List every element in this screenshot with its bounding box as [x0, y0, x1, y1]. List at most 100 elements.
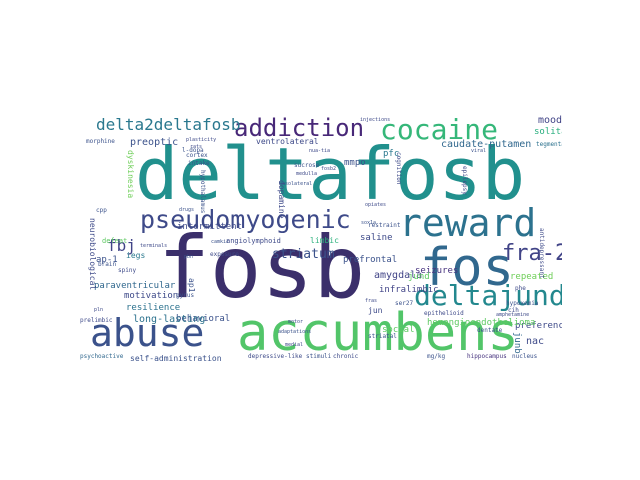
word-defeat: defeat [102, 237, 128, 245]
word-infralimbic: infralimbic [379, 285, 439, 295]
word-plasticity: plasticity [186, 137, 217, 143]
word-reward: reward [399, 201, 537, 245]
word-long-lasting: long-lasting [133, 314, 206, 325]
word-mmpo: mmpo [344, 158, 366, 168]
word-social: social [382, 325, 415, 335]
word-limbic: limbic [310, 236, 339, 245]
word-motivation: motivation [124, 291, 179, 301]
word-spiny: spiny [118, 267, 137, 274]
word-fosb2: fosb2 [321, 166, 337, 172]
word-cocaine: cocaine [380, 113, 499, 146]
word-adaptations: adaptations [278, 329, 312, 335]
word-epithelioid: epithelioid [424, 310, 464, 317]
word-rats: rats [190, 144, 203, 150]
word-terminals: terminals [140, 243, 168, 249]
word-hypoxemia: hypoxemia [506, 300, 539, 307]
word-viral: viral [471, 148, 487, 154]
word-nua-tia: nua-tia [309, 148, 331, 154]
word-restraint: restraint [368, 222, 401, 229]
word-amphetamine: amphetamine [496, 312, 530, 318]
word-chronic: chronic [333, 353, 359, 360]
word-striatal: striatal [368, 333, 397, 340]
word-depressive-like: depressive-like [248, 353, 303, 360]
word-jund: jund [408, 272, 430, 282]
word-antidepressant: antidepressant [538, 228, 545, 279]
word-exposure: exposure [210, 251, 239, 258]
word-seizures: seizures [415, 266, 459, 276]
word-l-dopa: l-dopa [182, 147, 204, 154]
word-intermittent: intermittent [177, 222, 243, 232]
word-camkii: camkii [211, 239, 230, 245]
word-cloud: deltafosb fosb accumbens abuse reward fo… [78, 110, 562, 368]
word-solitary: solitary [534, 127, 562, 137]
word-epilepsy: epilepsy [461, 166, 468, 195]
word-drugs: drugs [179, 207, 195, 213]
word-motor: motor [288, 319, 304, 325]
word-injections: injections [360, 117, 391, 123]
word-pbn: pbn [184, 254, 194, 260]
word-abuse: abuse [90, 311, 205, 355]
word-intake: intake [188, 160, 210, 167]
word-dentate: dentate [477, 327, 503, 334]
word-delta2deltafosb: delta2deltafosb [96, 115, 241, 134]
word-jun: jun [368, 306, 383, 315]
word-cih: cih [508, 307, 519, 314]
word-deltajund: deltajund [414, 279, 562, 312]
word-paraventricular: paraventricular [94, 281, 176, 291]
word-brain: brain [98, 261, 117, 268]
word-ap-1: ap-1 [96, 255, 118, 265]
word-fra-2: fra-2 [502, 241, 562, 266]
word-fos: fos [420, 238, 514, 298]
word-hippocampus: hippocampus [467, 353, 507, 360]
word-mg-kg: mg/kg [427, 353, 446, 360]
word-fras: fras [365, 298, 378, 304]
word-behavioral: behavioral [176, 314, 231, 324]
word-morphine: morphine [86, 138, 115, 145]
word-opiates: opiates [365, 202, 387, 208]
word-angiolymphoid: angiolymphoid [226, 237, 281, 245]
word-deltafosb: deltafosb [135, 132, 526, 216]
word-cpp: cpp [96, 207, 107, 214]
word-sucrose: sucrose [294, 162, 320, 169]
word-ap1: ap1 [187, 278, 196, 293]
word-medial: medial [285, 342, 304, 348]
word-gyrus: gyrus [176, 292, 195, 299]
word-addiction: addiction [234, 114, 365, 142]
word-preoptic: preoptic [130, 137, 179, 148]
word-phe: phe [515, 285, 526, 292]
word-accumbens: accumbens [237, 303, 519, 363]
word-cortex: cortex [186, 152, 208, 159]
word-cognition: cognition [395, 152, 402, 185]
word-basolateral: basolateral [279, 181, 313, 187]
word-medulla: medulla [296, 171, 318, 177]
word-ser27: ser27 [395, 300, 414, 307]
word-junb: junb [512, 332, 522, 354]
word-fosb: fosb [158, 218, 366, 318]
word-preference: preference [515, 321, 562, 331]
word-stimuli: stimuli [306, 353, 332, 360]
word-pln: pln [94, 307, 104, 313]
word-nucleus: nucleus [512, 353, 538, 360]
word-ventrolateral: ventrolateral [256, 137, 319, 146]
word-hypothalamus: hypothalamus [199, 170, 206, 214]
word-caudate-putamen: caudate-putamen [441, 139, 532, 150]
word-nac: nac [526, 336, 545, 347]
word-psychoactive: psychoactive [80, 353, 124, 360]
word-prefrontal: prefrontal [343, 255, 398, 265]
word-resilience: resilience [126, 303, 181, 313]
word-hemangioendothelioma: hemangioendothelioma [427, 318, 536, 328]
word-self-administration: self-administration [130, 354, 222, 363]
word-dyskinesia: dyskinesia [126, 150, 135, 199]
word-neurobiological: neurobiological [88, 218, 97, 291]
word-saline: saline [360, 233, 393, 243]
word-prelimbic: prelimbic [80, 317, 113, 324]
word-sox1a: sox1a [361, 220, 377, 226]
word-iegs: iegs [126, 251, 146, 260]
word-tegmental: tegmental [536, 141, 562, 148]
word-amygdala: amygdala [374, 270, 423, 281]
word-repeated: repeated [510, 272, 554, 282]
word-fbj: fbj [107, 236, 136, 255]
word-pfc: pfc [383, 149, 400, 159]
word-striatum: striatum [272, 247, 335, 262]
word-mood: mood [538, 115, 562, 126]
